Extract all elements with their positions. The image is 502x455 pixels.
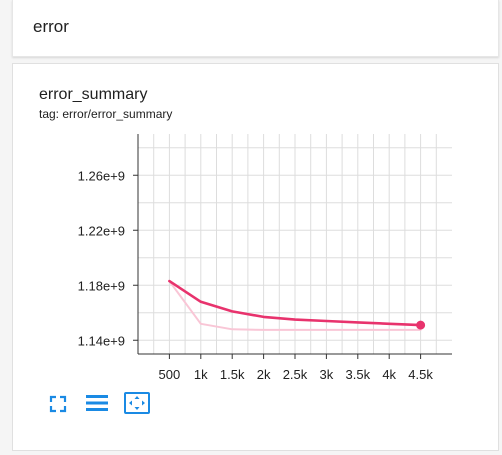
x-tick-label: 1.5k	[220, 367, 245, 382]
section-header[interactable]: error	[12, 0, 499, 57]
y-tick-label: 1.26e+9	[78, 168, 125, 183]
fit-domain-button[interactable]	[123, 391, 151, 415]
card-title: error_summary	[39, 86, 148, 103]
fullscreen-icon	[49, 395, 67, 413]
y-tick-label: 1.14e+9	[78, 333, 125, 348]
x-tick-label: 4k	[382, 367, 396, 382]
chart-card: error_summary tag: error/error_summary 1…	[12, 63, 499, 451]
line-chart[interactable]: 1.14e+9 1.18e+9 1.22e+9 1.26e+9 500 1k 1.5k 2k 2…	[13, 64, 500, 394]
chart-grid	[138, 134, 452, 354]
section-title: error	[33, 17, 69, 36]
chart-tick-labels: 1.14e+9 1.18e+9 1.22e+9 1.26e+9 500 1k 1.5k 2k 2…	[78, 168, 434, 382]
x-tick-label: 3k	[320, 367, 334, 382]
chart-axes	[133, 134, 452, 359]
card-tag: tag: error/error_summary	[39, 107, 173, 121]
series-end-marker	[416, 320, 426, 330]
x-tick-label: 500	[159, 367, 181, 382]
x-tick-label: 2.5k	[283, 367, 308, 382]
series-line-smoothed	[168, 279, 422, 327]
x-tick-label: 1k	[194, 367, 208, 382]
data-table-button[interactable]	[85, 393, 109, 413]
x-tick-label: 4.5k	[408, 367, 433, 382]
fullscreen-button[interactable]	[49, 395, 67, 413]
fit-domain-icon	[124, 392, 150, 414]
series-line-raw	[168, 280, 422, 331]
y-tick-label: 1.22e+9	[78, 223, 125, 238]
data-table-icon	[86, 395, 108, 411]
x-tick-label: 2k	[257, 367, 271, 382]
x-tick-label: 3.5k	[346, 367, 371, 382]
y-tick-label: 1.18e+9	[78, 278, 125, 293]
chart-series	[168, 279, 426, 331]
